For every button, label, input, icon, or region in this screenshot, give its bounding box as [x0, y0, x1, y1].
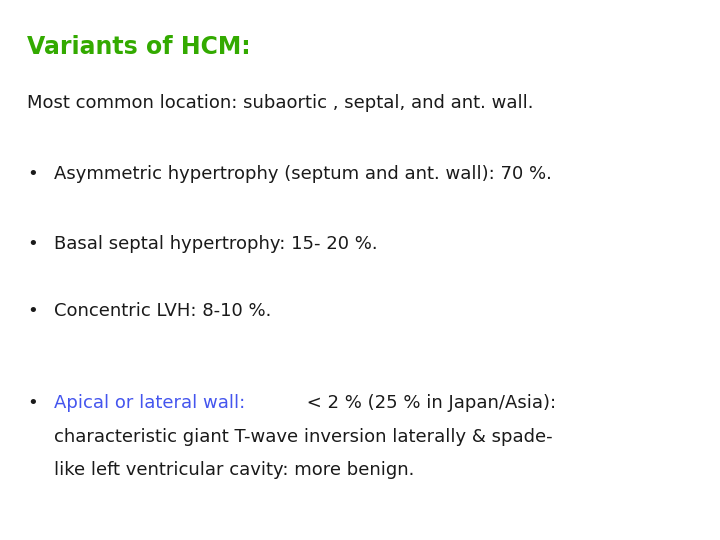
Text: Most common location: subaortic , septal, and ant. wall.: Most common location: subaortic , septal… [27, 94, 534, 112]
Text: Concentric LVH: 8-10 %.: Concentric LVH: 8-10 %. [54, 302, 271, 320]
Text: Asymmetric hypertrophy (septum and ant. wall): 70 %.: Asymmetric hypertrophy (septum and ant. … [54, 165, 552, 183]
Text: Basal septal hypertrophy: 15- 20 %.: Basal septal hypertrophy: 15- 20 %. [54, 235, 377, 253]
Text: characteristic giant T-wave inversion laterally & spade-: characteristic giant T-wave inversion la… [54, 428, 553, 445]
Text: Apical or lateral wall:: Apical or lateral wall: [54, 394, 246, 412]
Text: •: • [27, 165, 38, 183]
Text: •: • [27, 235, 38, 253]
Text: Variants of HCM:: Variants of HCM: [27, 35, 251, 59]
Text: like left ventricular cavity: more benign.: like left ventricular cavity: more benig… [54, 461, 415, 479]
Text: < 2 % (25 % in Japan/Asia):: < 2 % (25 % in Japan/Asia): [301, 394, 556, 412]
Text: •: • [27, 394, 38, 412]
Text: •: • [27, 302, 38, 320]
